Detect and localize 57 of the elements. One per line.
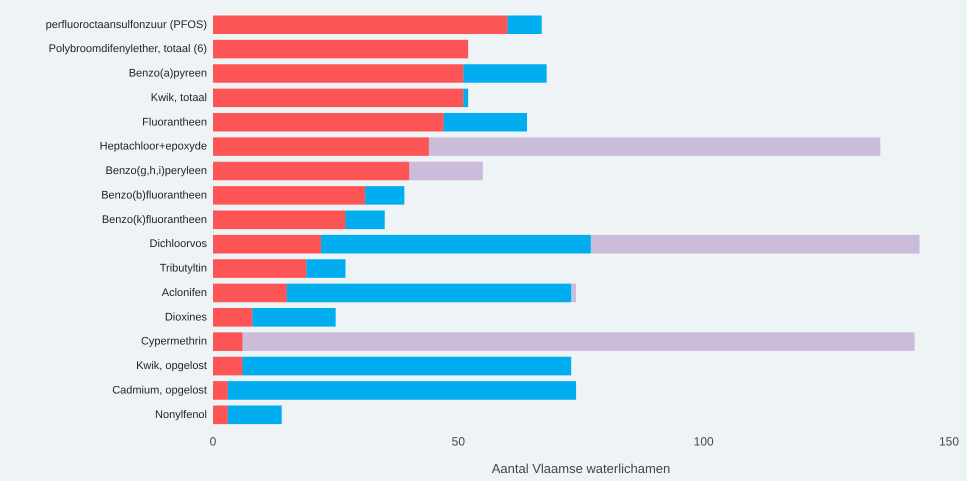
x-tick-label: 150 [938, 434, 960, 449]
y-tick-label: perfluoroctaansulfonzuur (PFOS) [46, 18, 207, 31]
x-tick-label: 100 [694, 434, 714, 449]
bar [213, 186, 366, 205]
bar [571, 284, 576, 302]
bar [252, 308, 336, 327]
bar [345, 210, 385, 230]
bar [213, 210, 346, 230]
bar [213, 64, 464, 83]
x-tick-label: 0 [210, 434, 217, 449]
bar [428, 137, 880, 156]
bar [213, 381, 228, 400]
bar [228, 381, 576, 400]
bar [507, 16, 542, 34]
bar [213, 113, 444, 132]
bar [213, 308, 252, 327]
y-tick-label: Nonylfenol [155, 408, 207, 421]
bar [320, 234, 591, 254]
bar [463, 88, 468, 108]
bar [242, 356, 572, 376]
bar [242, 332, 915, 351]
y-tick-label: Benzo(b)fluorantheen [101, 189, 207, 202]
y-tick-label: Aclonifen [162, 286, 207, 299]
y-tick-label: Polybroomdifenylether, totaal (6) [48, 43, 207, 56]
bar [213, 162, 410, 180]
bar [306, 259, 346, 278]
y-tick-label: Cadmium, opgelost [112, 384, 207, 396]
bar [213, 284, 287, 302]
bar [365, 186, 404, 205]
y-tick-label: Benzo(g,h,i)peryleen [105, 165, 207, 178]
x-tick-label: 50 [452, 434, 466, 449]
bar [213, 234, 321, 254]
y-tick-label: Tributyltin [160, 262, 207, 275]
bar [213, 16, 508, 34]
bar [463, 64, 547, 83]
y-tick-label: Benzo(k)fluorantheen [102, 214, 207, 226]
bar [213, 406, 228, 424]
y-tick-label: Heptachloor+epoxyde [100, 140, 207, 153]
bar [213, 40, 468, 58]
bar [213, 332, 242, 351]
bar [213, 356, 242, 376]
bar [409, 162, 483, 180]
y-tick-label: Cypermethrin [140, 336, 207, 348]
y-tick-label: Dichloorvos [150, 238, 208, 250]
bar [590, 234, 920, 254]
bar [213, 88, 464, 108]
y-tick-label: Kwik, totaal [150, 92, 207, 104]
bar [286, 284, 572, 302]
y-tick-label: Fluorantheen [142, 116, 207, 128]
bar [213, 259, 306, 278]
bar [444, 113, 528, 132]
bar [228, 406, 282, 424]
bar [213, 137, 429, 156]
y-tick-label: Kwik, opgelost [136, 360, 207, 372]
y-tick-label: Dioxines [164, 311, 208, 324]
y-tick-label: Benzo(a)pyreen [128, 68, 207, 80]
x-axis-title: Aantal Vlaamse waterlichamen [492, 460, 670, 476]
